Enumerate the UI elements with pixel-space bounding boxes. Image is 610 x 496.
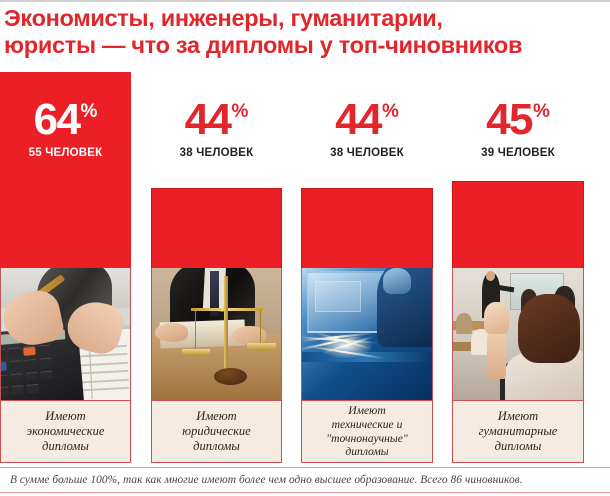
percent-value-law: 44% (184, 95, 249, 144)
people-count-technical: 38 ЧЕЛОВЕК (330, 147, 404, 159)
column-economics: 64% 55 ЧЕЛОВЕК Имеют экономические дипло… (0, 0, 131, 463)
stat-technical: 44% 38 ЧЕЛОВЕК (301, 98, 433, 160)
percent-sign: % (80, 101, 98, 122)
percent-sign: % (533, 101, 550, 122)
caption-text-law: Имеют юридические дипломы (182, 409, 251, 453)
percent-value-technical: 44% (335, 95, 399, 144)
percent-value-humanities: 45% (486, 95, 550, 144)
stat-economics: 64% 55 ЧЕЛОВЕК (0, 98, 131, 160)
people-count-humanities: 39 ЧЕЛОВЕК (481, 147, 555, 159)
welding-industry-photo (301, 268, 433, 400)
footnote-text: В сумме больше 100%, так как многие имею… (10, 474, 523, 486)
caption-law: Имеют юридические дипломы (151, 400, 282, 463)
top-divider (0, 0, 610, 2)
column-humanities: 45% 39 ЧЕЛОВЕК Имеют гуманитарные диплом… (452, 0, 584, 463)
stat-humanities: 45% 39 ЧЕЛОВЕК (452, 98, 584, 160)
caption-text-humanities: Имеют гуманитарные дипломы (478, 409, 558, 453)
stat-law: 44% 38 ЧЕЛОВЕК (151, 98, 282, 160)
caption-economics: Имеют экономические дипломы (0, 400, 131, 463)
page-title: Экономисты, инженеры, гуманитарии, юрист… (4, 5, 523, 58)
accountant-calculator-photo (0, 268, 131, 400)
percent-sign: % (382, 101, 399, 122)
people-count-economics: 55 ЧЕЛОВЕК (28, 147, 103, 159)
footnote: В сумме больше 100%, так как многие имею… (0, 467, 610, 493)
caption-text-economics: Имеют экономические дипломы (26, 409, 105, 453)
percent-value-economics: 64% (33, 95, 98, 144)
column-technical: 44% 38 ЧЕЛОВЕК Имеют технические и "точн… (301, 0, 433, 463)
percent-sign: % (231, 101, 249, 122)
caption-text-technical: Имеют технические и "точнонаучные" дипло… (326, 404, 408, 459)
people-count-law: 38 ЧЕЛОВЕК (179, 147, 254, 159)
caption-humanities: Имеют гуманитарные дипломы (452, 400, 584, 463)
column-law: 44% 38 ЧЕЛОВЕК Имеют юридические дипломы (151, 0, 282, 463)
lecture-hall-students-photo (452, 268, 584, 400)
lawyer-scales-of-justice-photo (151, 268, 282, 400)
caption-technical: Имеют технические и "точнонаучные" дипло… (301, 400, 433, 463)
